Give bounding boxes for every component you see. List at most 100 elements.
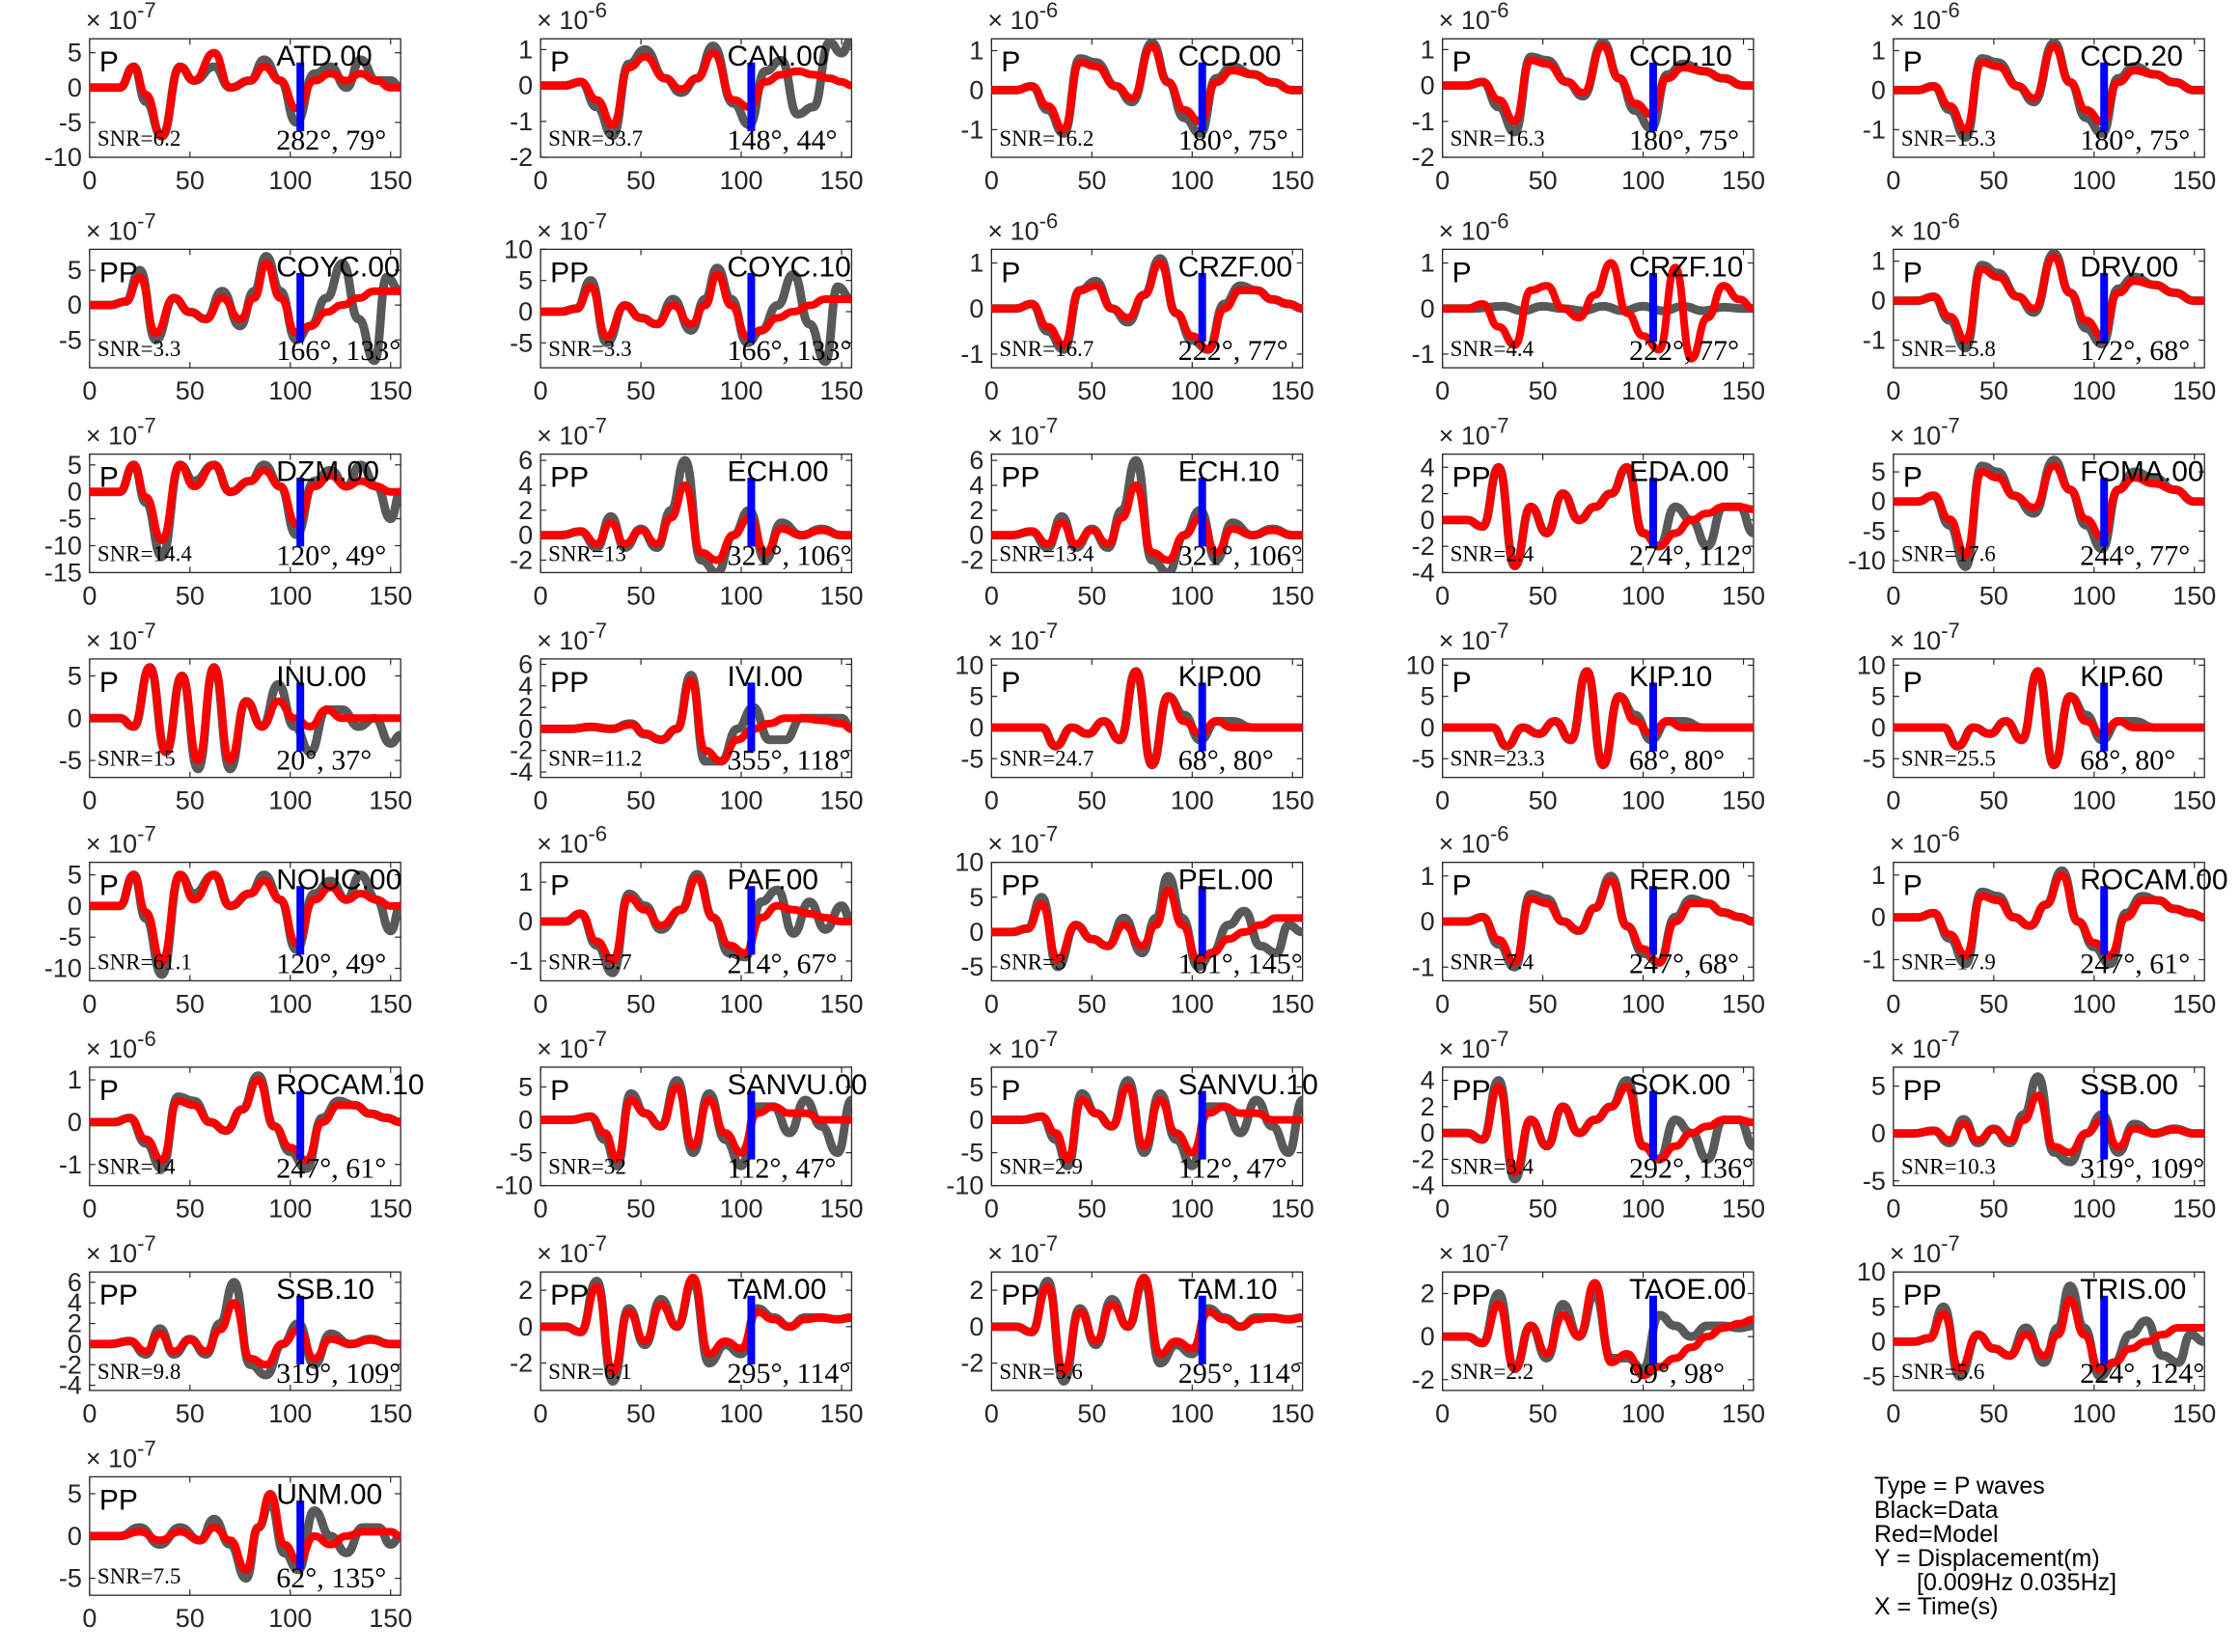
y-exponent-label: × 10-6 <box>1439 208 1509 245</box>
angles-label: 112°, 47° <box>727 1153 836 1185</box>
plot-frame <box>539 453 853 574</box>
model-waveform <box>1442 876 1754 967</box>
y-tick-label: 6 <box>68 1268 82 1297</box>
y-tick-label: 1 <box>1421 862 1435 891</box>
x-tick-label: 50 <box>1529 376 1558 405</box>
y-tick-label: -5 <box>59 108 82 137</box>
x-tick-label: 50 <box>626 166 655 195</box>
legend-type-line: Type = P waves <box>1874 1473 2045 1500</box>
x-tick-label: 150 <box>1722 1195 1765 1224</box>
y-exponent-label: × 10-7 <box>537 414 607 451</box>
angles-label: 180°, 75° <box>1178 124 1288 156</box>
angles-label: 214°, 67° <box>727 948 837 979</box>
model-waveform <box>1442 1083 1754 1177</box>
y-tick-label: -4 <box>510 757 533 786</box>
x-tick-label: 50 <box>1979 581 2008 610</box>
x-tick-label: 50 <box>1077 166 1106 195</box>
snr-label: SNR=14 <box>97 1155 176 1179</box>
y-tick-label: -2 <box>510 736 533 765</box>
x-tick-label: 100 <box>1621 1399 1665 1428</box>
y-tick-label: 4 <box>68 1288 82 1317</box>
plot-frame <box>1893 658 2205 779</box>
y-tick-label: -1 <box>1863 325 1886 354</box>
y-tick-label: 0 <box>518 714 533 743</box>
model-waveform <box>540 49 852 129</box>
angles-label: 319°, 109° <box>276 1358 401 1390</box>
y-tick-label: -5 <box>960 952 983 981</box>
station-label: DRV.00 <box>2080 251 2178 283</box>
y-tick-label: -2 <box>59 1350 82 1379</box>
y-exponent-label: × 10-7 <box>987 822 1058 859</box>
phase-label: P <box>1452 667 1472 699</box>
x-tick-label: 150 <box>819 1195 863 1224</box>
y-tick-label: 5 <box>518 1072 533 1101</box>
model-waveform <box>540 1083 852 1164</box>
y-exponent-label: × 10-7 <box>537 1027 607 1063</box>
y-tick-label: -5 <box>1863 744 1886 773</box>
model-waveform <box>89 1076 401 1165</box>
x-tick-label: 100 <box>1171 989 1214 1018</box>
y-tick-label: 0 <box>68 478 82 507</box>
x-tick-label: 100 <box>720 989 763 1018</box>
plot-frame <box>990 1271 1304 1391</box>
x-tick-label: 150 <box>819 786 863 815</box>
phase-label: PP <box>99 257 138 289</box>
x-tick-label: 50 <box>176 989 205 1018</box>
y-tick-label: 0 <box>1871 287 1886 316</box>
snr-label: SNR=7.4 <box>1451 950 1535 974</box>
phase-label: PP <box>1001 462 1039 494</box>
y-tick-label: -5 <box>59 922 82 951</box>
x-tick-label: 150 <box>369 989 412 1018</box>
y-tick-label: 4 <box>518 471 533 500</box>
y-tick-label: -5 <box>510 1139 533 1168</box>
x-tick-label: 100 <box>2072 376 2116 405</box>
y-tick-label: 1 <box>518 867 533 896</box>
plot-frame <box>1441 453 1755 574</box>
y-tick-label: 6 <box>518 446 533 475</box>
x-tick-label: 150 <box>369 1399 412 1428</box>
station-label: ECH.00 <box>727 456 828 488</box>
y-tick-label: -10 <box>44 143 82 172</box>
y-tick-label: 6 <box>518 649 533 678</box>
y-tick-label: -1 <box>1412 107 1435 136</box>
x-tick-label: 150 <box>819 1399 863 1428</box>
snr-label: SNR=61.1 <box>97 950 192 974</box>
y-tick-label: 2 <box>1421 1279 1435 1308</box>
x-tick-label: 50 <box>1979 166 2008 195</box>
x-tick-label: 0 <box>534 581 548 610</box>
snr-label: SNR=16.7 <box>999 337 1093 361</box>
x-tick-label: 150 <box>1722 1399 1765 1428</box>
phase-label: P <box>99 1075 119 1107</box>
y-tick-label: 0 <box>1421 1118 1435 1147</box>
x-tick-label: 150 <box>1271 989 1314 1018</box>
snr-label: SNR=33.7 <box>548 126 643 151</box>
x-tick-label: 0 <box>1435 989 1450 1018</box>
y-exponent-label: × 10-7 <box>86 822 156 859</box>
x-tick-label: 150 <box>1271 1399 1314 1428</box>
y-tick-label: 5 <box>1871 457 1886 486</box>
x-tick-label: 0 <box>534 786 548 815</box>
x-tick-label: 100 <box>720 1195 763 1224</box>
station-label: COYC.10 <box>727 251 850 283</box>
y-tick-label: 1 <box>1421 249 1435 278</box>
phase-label: P <box>1903 870 1922 902</box>
legend-y-line: Y = Displacement(m) <box>1874 1545 2100 1572</box>
model-waveform <box>540 481 852 564</box>
x-tick-label: 150 <box>2172 1399 2216 1428</box>
station-label: CRZF.10 <box>1629 251 1743 283</box>
x-tick-label: 50 <box>176 1399 205 1428</box>
y-tick-label: -2 <box>1412 1365 1435 1394</box>
snr-label: SNR=15 <box>97 747 176 771</box>
y-tick-label: 1 <box>1871 36 1886 65</box>
y-tick-label: 5 <box>969 682 983 711</box>
angles-label: 321°, 106° <box>727 539 851 571</box>
x-tick-label: 100 <box>268 786 312 815</box>
y-exponent-label: × 10-6 <box>1890 0 1960 35</box>
plot-frame <box>539 1271 853 1391</box>
